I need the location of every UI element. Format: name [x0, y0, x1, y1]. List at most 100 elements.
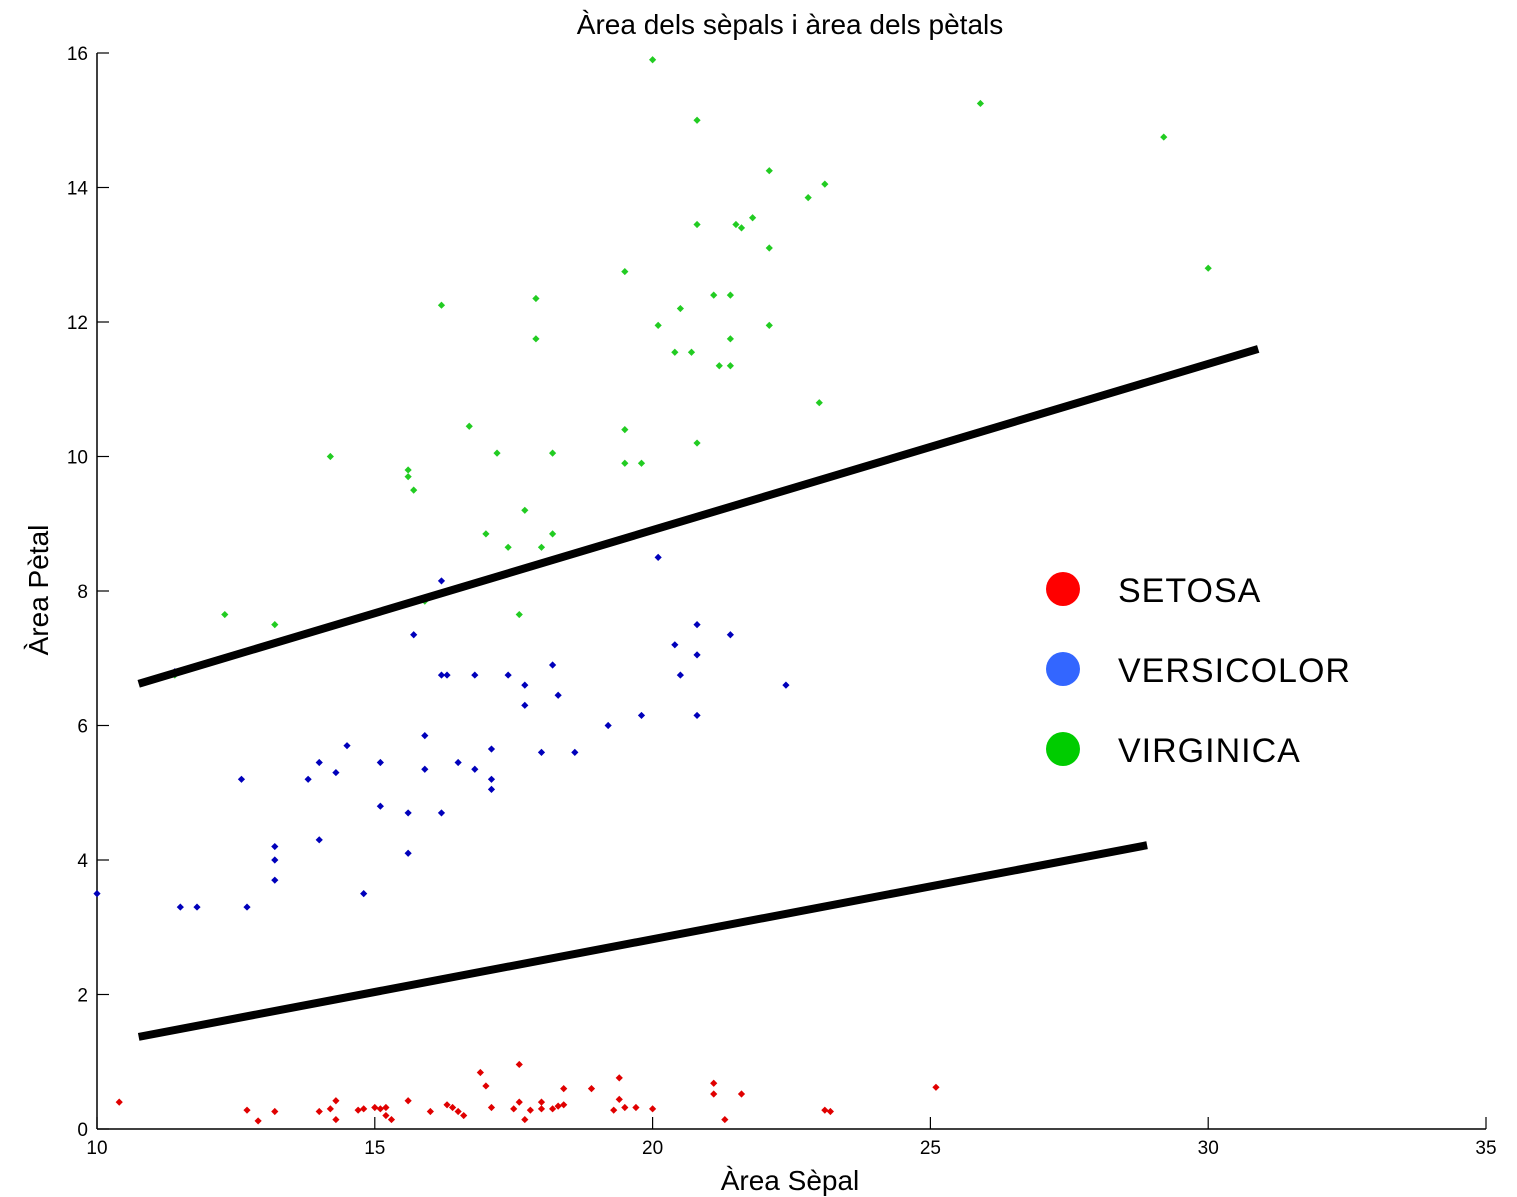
data-point	[387, 1115, 396, 1124]
data-point	[560, 1101, 568, 1109]
data-point	[548, 661, 557, 669]
legend-marker	[1046, 652, 1080, 686]
data-point	[382, 1111, 390, 1120]
data-point	[537, 1098, 546, 1106]
data-point	[976, 99, 985, 108]
data-point	[437, 577, 446, 585]
axes: 0 2 4 6 8 10 12 14 16 10 15 20 25 30 35	[67, 44, 1497, 1159]
data-point	[554, 1102, 562, 1110]
data-point	[710, 1090, 718, 1098]
y-tick-label: 14	[67, 179, 89, 200]
data-point	[376, 1105, 384, 1113]
data-point	[737, 1090, 746, 1098]
data-point	[537, 748, 546, 756]
data-point	[1160, 133, 1168, 141]
data-point	[515, 1098, 523, 1106]
data-point	[1204, 264, 1212, 272]
chart-title: Àrea dels sèpals i àrea dels pètals	[577, 9, 1003, 40]
series-setosa	[115, 1060, 940, 1125]
data-point	[637, 711, 646, 720]
data-point	[510, 1105, 518, 1113]
data-point	[693, 651, 701, 659]
data-point	[487, 785, 496, 793]
data-point	[454, 1107, 462, 1116]
data-point	[765, 167, 773, 175]
data-point	[437, 809, 446, 817]
data-point	[676, 671, 684, 679]
data-point	[326, 452, 334, 461]
data-point	[649, 1105, 657, 1113]
data-point	[515, 610, 523, 619]
data-point	[621, 426, 629, 434]
data-point	[621, 1103, 629, 1112]
data-point	[532, 294, 540, 303]
data-point	[193, 903, 201, 911]
data-point	[437, 301, 446, 309]
data-point	[487, 775, 496, 783]
data-point	[693, 621, 701, 629]
data-point	[693, 220, 701, 229]
data-point	[271, 842, 279, 851]
data-point	[710, 1079, 718, 1087]
data-point	[610, 1106, 618, 1114]
data-point	[737, 224, 746, 232]
data-point	[615, 1095, 623, 1104]
data-point	[471, 671, 479, 679]
data-point	[271, 876, 279, 884]
data-point	[221, 610, 229, 619]
data-point	[548, 530, 557, 538]
data-point	[504, 543, 512, 551]
data-point	[471, 765, 479, 773]
y-tick-label: 2	[77, 986, 88, 1007]
legend-label: SETOSA	[1118, 572, 1261, 610]
data-point	[382, 1103, 390, 1112]
data-point	[693, 116, 701, 124]
legend: SETOSA VERSICOLOR VIRGINICA	[1046, 572, 1350, 770]
data-point	[537, 1105, 546, 1113]
data-point	[804, 193, 812, 202]
data-point	[554, 691, 562, 699]
data-point	[115, 1098, 123, 1106]
data-point	[376, 758, 384, 767]
data-point	[654, 321, 662, 329]
data-point	[237, 775, 246, 783]
data-point	[443, 1101, 451, 1109]
data-point	[676, 304, 684, 313]
data-point	[548, 1105, 557, 1113]
data-point	[521, 1115, 529, 1124]
data-point	[404, 1097, 412, 1105]
data-point	[654, 553, 662, 561]
data-point	[782, 681, 790, 689]
data-point	[271, 621, 279, 629]
data-point	[732, 220, 740, 229]
data-point	[726, 291, 734, 299]
data-point	[548, 449, 557, 457]
y-tick-label: 10	[67, 448, 88, 469]
data-point	[332, 768, 340, 777]
x-tick-label: 35	[1475, 1138, 1496, 1159]
data-point	[765, 321, 773, 329]
data-point	[482, 530, 490, 538]
y-tick-label: 0	[77, 1120, 88, 1141]
data-point	[443, 671, 451, 679]
data-point	[93, 890, 101, 898]
data-point	[176, 903, 184, 911]
series-versicolor	[93, 553, 790, 911]
data-point	[687, 348, 696, 356]
x-axis-label: Àrea Sèpal	[721, 1165, 860, 1196]
y-tick-label: 16	[67, 44, 88, 65]
data-point	[604, 721, 612, 730]
data-point	[343, 742, 351, 750]
data-point	[749, 214, 757, 222]
data-point	[315, 836, 323, 844]
data-point	[476, 1068, 484, 1077]
data-point	[304, 775, 312, 783]
data-point	[315, 758, 323, 767]
y-axis-label: Àrea Pètal	[23, 525, 54, 656]
data-point	[615, 1074, 623, 1082]
y-tick-label: 6	[77, 717, 88, 738]
data-point	[932, 1083, 940, 1091]
data-point	[487, 1103, 496, 1112]
y-tick-label: 4	[77, 851, 88, 872]
